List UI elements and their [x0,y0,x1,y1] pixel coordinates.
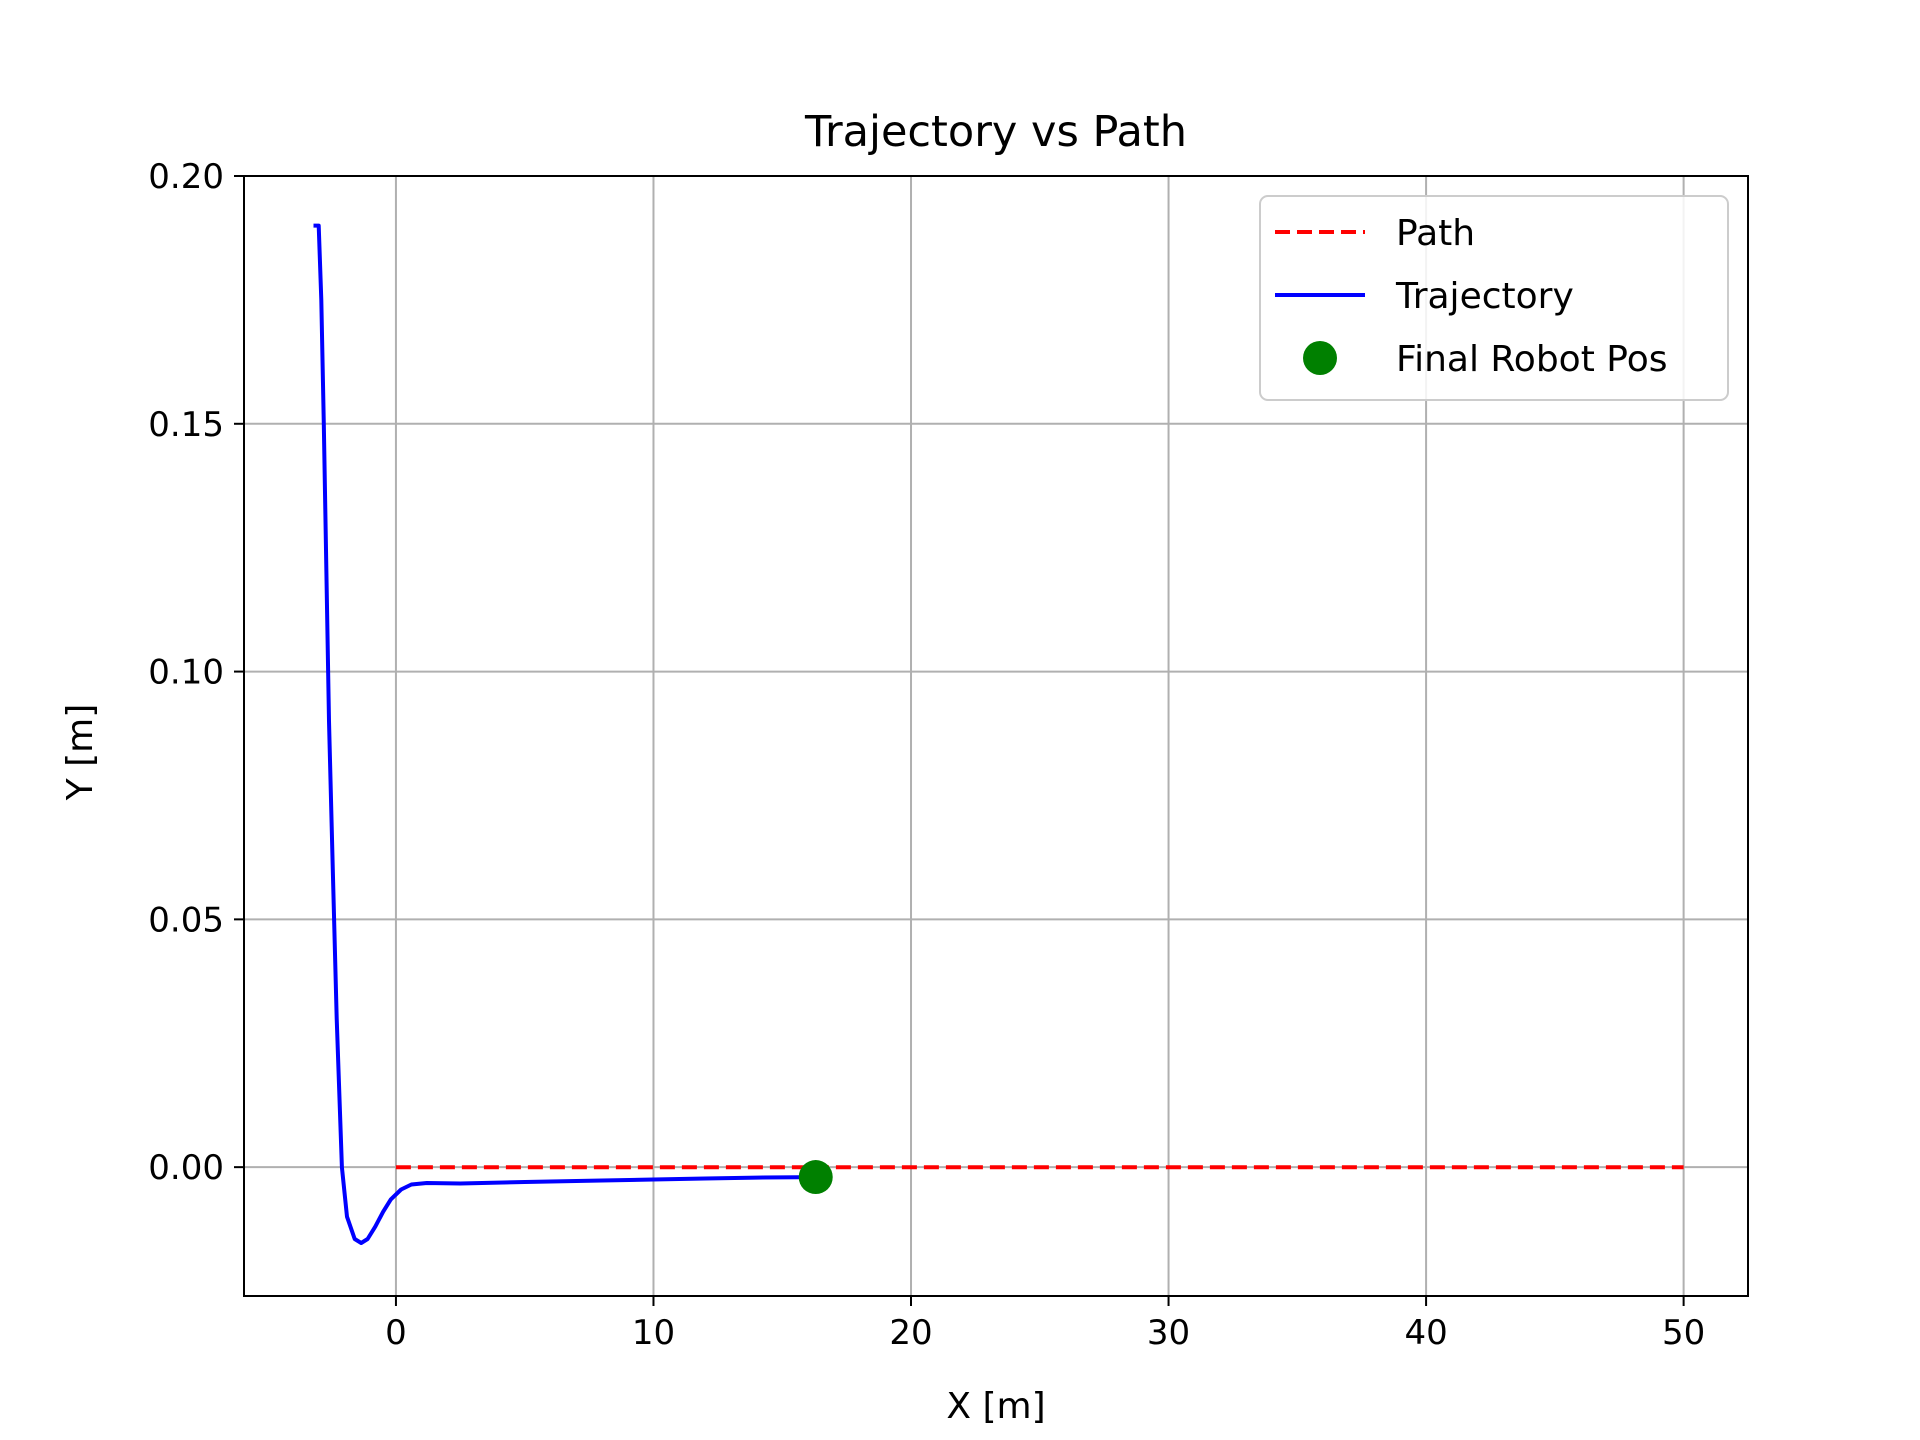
x-tick-label: 40 [1404,1313,1447,1353]
axis-ticks: 0 10 20 30 40 50 0.00 0.05 0.10 0.15 0.20 [148,157,1705,1353]
x-tick-label: 0 [385,1313,407,1353]
y-tick-label: 0.00 [148,1148,224,1188]
legend: Path Trajectory Final Robot Pos [1259,195,1729,401]
y-tick-label: 0.20 [148,157,224,197]
legend-final-pos-swatch [1303,341,1337,375]
legend-path-label: Path [1396,213,1475,254]
legend-box [1259,195,1729,401]
y-tick-label: 0.15 [148,405,224,445]
x-tick-label: 50 [1662,1313,1705,1353]
x-tick-label: 20 [889,1313,932,1353]
legend-trajectory-label: Trajectory [1395,276,1574,317]
final-robot-pos-marker [798,1160,833,1195]
y-tick-label: 0.10 [148,653,224,693]
trajectory-line [313,223,816,1245]
y-axis-label: Y [m] [60,704,101,802]
x-axis-label: X [m] [946,1386,1045,1427]
x-tick-label: 30 [1147,1313,1190,1353]
axes-frame [243,175,1749,1297]
y-tick-label: 0.05 [148,900,224,940]
x-tick-label: 10 [632,1313,675,1353]
legend-final-pos-label: Final Robot Pos [1396,339,1667,380]
chart-title: Trajectory vs Path [804,107,1187,157]
plot-area [313,223,1684,1245]
